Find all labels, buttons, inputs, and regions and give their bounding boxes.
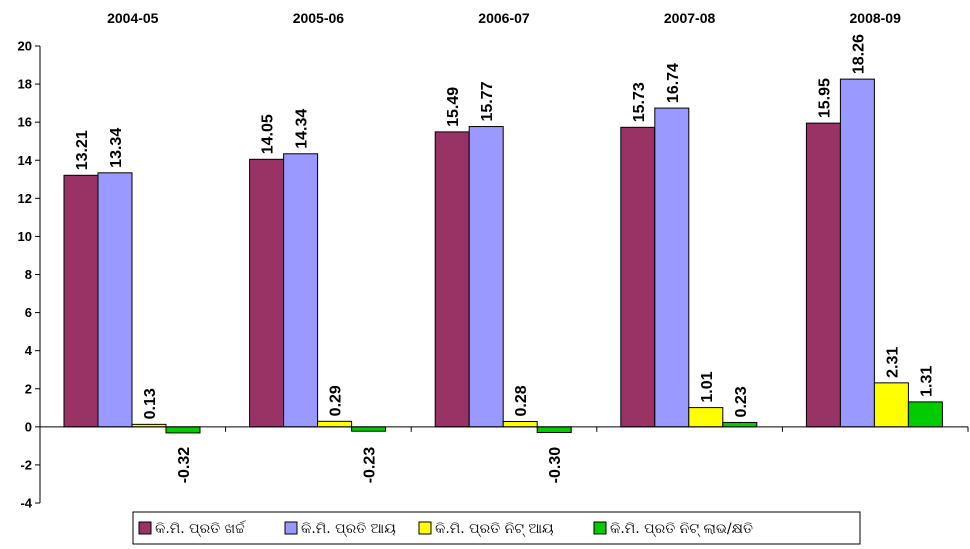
bar	[63, 174, 99, 428]
category-label: 2008-09	[850, 10, 902, 26]
bar	[283, 153, 319, 428]
bar	[873, 382, 909, 428]
y-tick-label: 6	[25, 305, 32, 320]
data-label: 13.21	[74, 130, 91, 170]
y-tick-label: 8	[25, 267, 32, 282]
category-label: 2006-07	[478, 10, 530, 26]
y-tick-label: 4	[25, 343, 33, 358]
data-label: 0.23	[733, 386, 750, 417]
data-label: 13.34	[108, 128, 125, 168]
legend-swatch	[138, 521, 152, 535]
data-label: 16.74	[665, 63, 682, 103]
legend-label: କି.ମି. ପ୍ରତି ଆୟ	[301, 521, 396, 537]
bar	[654, 107, 690, 428]
y-tick-label: 10	[18, 229, 32, 244]
bar	[249, 158, 285, 428]
y-tick-label: 0	[25, 419, 32, 434]
legend-swatch	[593, 521, 607, 535]
category-label: 2004-05	[107, 10, 159, 26]
data-label: 15.95	[816, 78, 833, 118]
y-tick-label: -4	[20, 496, 32, 511]
data-label: 0.13	[142, 388, 159, 419]
bar	[805, 122, 841, 428]
data-label: 1.31	[918, 366, 935, 397]
y-tick-label: 16	[18, 115, 32, 130]
data-label: 15.49	[445, 87, 462, 127]
bar	[722, 421, 758, 428]
category-labels: 2004-05 2005-06 2006-07 2007-08 2008-09	[107, 10, 901, 26]
bars	[63, 78, 943, 434]
bar	[620, 126, 656, 428]
bar	[434, 131, 470, 428]
data-label: 0.28	[513, 385, 530, 416]
bar	[165, 426, 201, 434]
bar	[536, 426, 572, 434]
legend-label: କି.ମି. ପ୍ରତି ଖର୍ଚ୍ଚ	[155, 520, 247, 537]
y-axis: -4 -2 0 2 4 6 8 10 12 14 16 18 20	[18, 39, 41, 511]
y-tick-label: -2	[20, 457, 32, 472]
y-tick-label: 2	[25, 381, 32, 396]
legend-swatch	[284, 521, 298, 535]
data-label: 1.01	[699, 371, 716, 402]
legend-label: କି.ମି. ପ୍ରତି ନିଟ୍ ଆୟ	[435, 521, 554, 537]
y-tick-label: 12	[18, 191, 32, 206]
bar	[688, 407, 724, 428]
y-tick-label: 14	[18, 153, 33, 168]
legend-swatch	[418, 521, 432, 535]
bar	[839, 78, 875, 428]
bar	[97, 172, 133, 428]
bar	[317, 420, 353, 428]
x-axis	[39, 426, 969, 432]
y-tick-label: 20	[18, 39, 32, 54]
data-label: 15.77	[479, 81, 496, 121]
data-label: -0.32	[176, 447, 193, 484]
bar	[502, 421, 538, 428]
bar	[907, 401, 943, 428]
data-label: -0.23	[362, 447, 379, 484]
legend-box	[132, 511, 861, 545]
data-label: 2.31	[884, 347, 901, 378]
data-label: 15.73	[631, 82, 648, 122]
data-label: 14.34	[294, 109, 311, 149]
data-label: 18.26	[850, 34, 867, 74]
data-label: -0.30	[547, 447, 564, 484]
legend: କି.ମି. ପ୍ରତି ଖର୍ଚ୍ଚ କି.ମି. ପ୍ରତି ଆୟ କି.ମି.…	[132, 511, 861, 545]
data-label: 14.05	[260, 114, 277, 154]
category-label: 2005-06	[293, 10, 345, 26]
data-labels: 13.21 13.34 0.13 -0.32 14.05 14.34 0.29 -0.23 15…	[74, 34, 935, 483]
category-label: 2007-08	[664, 10, 716, 26]
legend-label: କି.ମି. ପ୍ରତି ନିଟ୍ ଲାଭ/କ୍ଷତି	[610, 521, 753, 537]
bar	[468, 126, 504, 428]
data-label: 0.29	[328, 385, 345, 416]
bar	[351, 426, 387, 432]
y-tick-label: 18	[18, 77, 32, 92]
